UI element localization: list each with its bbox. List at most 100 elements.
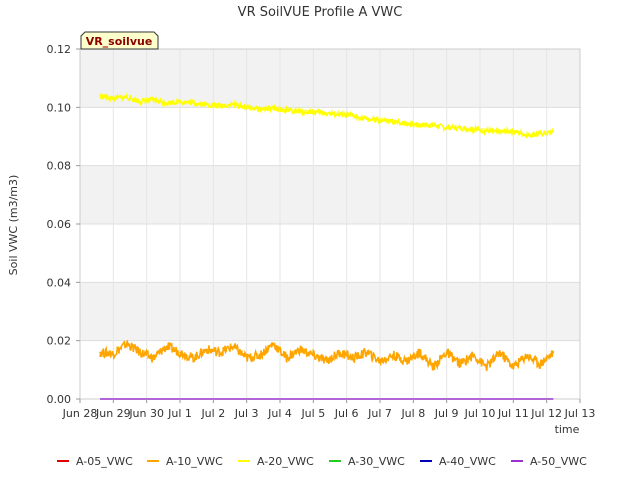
data-point — [139, 351, 141, 354]
series-layer — [99, 92, 555, 400]
data-point — [272, 342, 275, 345]
legend: A-05_VWC A-10_VWC A-20_VWC A-30_VWC A-40_VWC… — [57, 455, 587, 468]
data-point — [552, 131, 555, 133]
data-point — [539, 363, 541, 365]
data-point — [299, 110, 301, 113]
plot-band — [80, 165, 580, 224]
data-point — [112, 97, 115, 100]
x-tick-label: Jul 1 — [167, 407, 192, 420]
x-tick-label: Jul 4 — [267, 407, 292, 420]
data-point — [152, 357, 155, 359]
y-tick-label: 0.10 — [47, 101, 72, 114]
data-point — [205, 103, 208, 106]
data-point — [552, 351, 555, 354]
data-point — [299, 348, 301, 351]
data-point — [152, 99, 155, 101]
data-point — [485, 129, 488, 132]
y-tick-label: 0.12 — [47, 43, 72, 56]
data-point — [472, 354, 475, 357]
legend-item[interactable]: A-40_VWC — [420, 455, 496, 468]
data-point — [259, 107, 261, 110]
data-point — [232, 345, 235, 348]
legend-item[interactable]: A-10_VWC — [147, 455, 223, 468]
legend-item[interactable]: A-20_VWC — [238, 455, 314, 468]
data-point — [365, 118, 368, 120]
series-line — [99, 92, 554, 139]
legend-item[interactable]: A-05_VWC — [57, 455, 133, 468]
legend-label: A-50_VWC — [530, 455, 587, 468]
plot-band — [80, 49, 580, 108]
data-point — [392, 354, 395, 357]
data-point — [539, 132, 541, 135]
data-point — [205, 348, 208, 351]
data-point — [272, 107, 275, 110]
legend-label: A-30_VWC — [348, 455, 405, 468]
data-point — [339, 351, 341, 354]
data-point — [419, 124, 421, 126]
series-A-10_VWC — [99, 340, 555, 372]
x-tick-label: Jun 30 — [128, 407, 164, 420]
data-point — [192, 357, 195, 359]
data-point — [459, 126, 461, 129]
data-point — [125, 342, 128, 345]
y-tick-label: 0.00 — [47, 393, 72, 406]
data-point — [379, 360, 381, 362]
y-tick-label: 0.06 — [47, 218, 72, 231]
legend-label: A-20_VWC — [257, 455, 314, 468]
x-tick-label: Jun 28 — [62, 407, 98, 420]
data-point — [432, 366, 435, 368]
data-point — [245, 106, 248, 109]
y-axis: 0.00 0.02 0.04 0.06 0.08 0.10 0.12 — [47, 43, 80, 406]
y-axis-label: Soil VWC (m3/m3) — [7, 175, 20, 276]
data-point — [99, 94, 101, 97]
data-point — [312, 110, 315, 113]
data-point — [125, 96, 128, 98]
data-point — [365, 351, 368, 354]
data-point — [165, 345, 168, 348]
x-tick-label: Jul 2 — [200, 407, 225, 420]
x-tick-label: Jul 8 — [400, 407, 425, 420]
y-tick-label: 0.08 — [47, 160, 72, 173]
data-point — [512, 129, 515, 132]
data-point — [192, 102, 195, 104]
legend-label: A-40_VWC — [439, 455, 496, 468]
x-tick-label: Jul 6 — [334, 407, 359, 420]
legend-item[interactable]: A-30_VWC — [329, 455, 405, 468]
chart-title: VR SoilVUE Profile A VWC — [238, 5, 403, 20]
x-tick-label: Jul 10 — [464, 407, 496, 420]
y-tick-label: 0.02 — [47, 335, 72, 348]
data-point — [259, 354, 261, 357]
data-point — [352, 357, 355, 359]
data-point — [392, 121, 395, 123]
legend-label: A-10_VWC — [166, 455, 223, 468]
data-point — [165, 102, 168, 104]
data-point — [459, 363, 461, 365]
legend-label: A-05_VWC — [76, 455, 133, 468]
x-tick-label: Jul 12 — [530, 407, 562, 420]
data-point — [499, 351, 501, 354]
data-point — [325, 360, 328, 362]
data-point — [499, 131, 501, 133]
plot-band — [80, 282, 580, 341]
data-point — [339, 113, 341, 116]
data-point — [405, 122, 408, 125]
data-point — [379, 119, 381, 122]
data-point — [352, 115, 355, 117]
series-line — [99, 340, 555, 372]
station-label-box: VR_soilvue — [80, 31, 159, 50]
data-point — [312, 354, 315, 357]
data-point — [285, 357, 288, 359]
data-point — [445, 351, 448, 354]
data-point — [525, 354, 528, 357]
data-point — [179, 351, 181, 354]
data-point — [99, 351, 101, 354]
x-tick-label: Jul 7 — [367, 407, 392, 420]
x-tick-label: Jun 29 — [95, 407, 131, 420]
station-label-shape — [80, 31, 159, 50]
legend-item[interactable]: A-50_VWC — [511, 455, 587, 468]
x-tick-label: Jul 11 — [497, 407, 529, 420]
data-point — [232, 103, 235, 106]
x-tick-label: Jul 5 — [300, 407, 325, 420]
data-point — [445, 126, 448, 129]
